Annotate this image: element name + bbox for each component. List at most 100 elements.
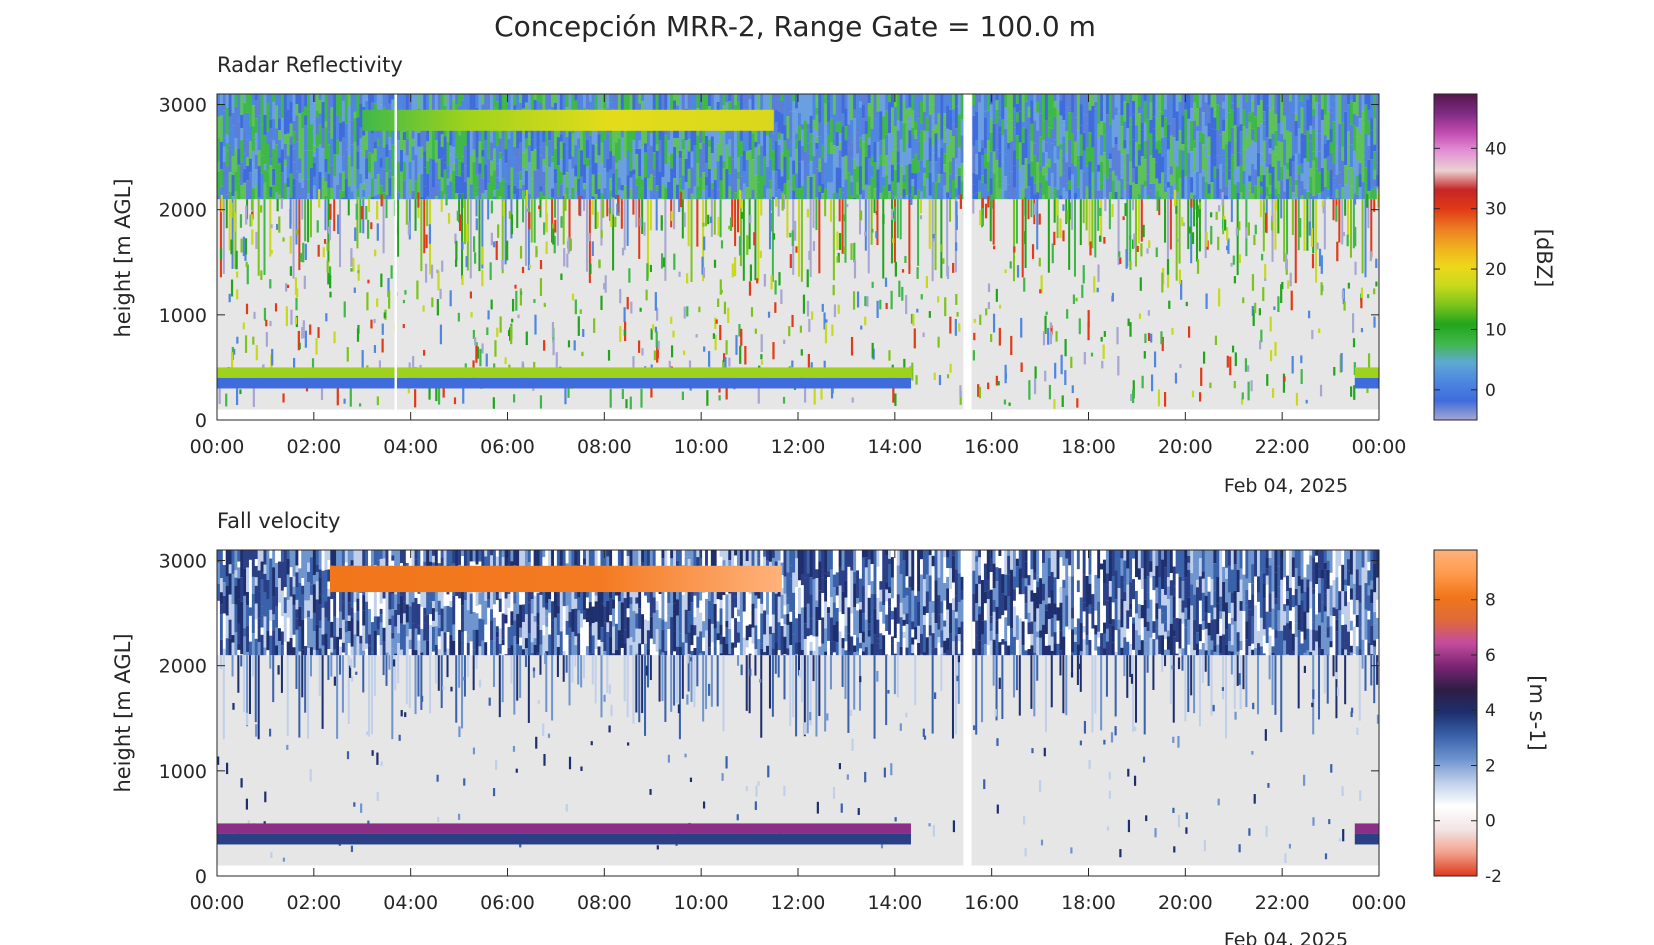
cloud-cell <box>635 603 639 614</box>
cloud-cell <box>1140 129 1144 157</box>
cloud-cell <box>920 123 924 131</box>
cloud-cell <box>1198 161 1203 174</box>
cloud-cell <box>568 627 572 639</box>
echo-speck <box>695 334 698 338</box>
cloud-cell <box>434 129 439 141</box>
echo-speck <box>1072 294 1076 304</box>
cloud-cell <box>524 614 529 639</box>
cloud-cell <box>463 146 468 166</box>
echo-speck <box>1087 321 1090 341</box>
precip-streak <box>638 199 641 259</box>
echo-speck <box>831 324 834 336</box>
cloud-cell <box>922 198 927 200</box>
cloud-cell <box>609 178 613 191</box>
echo-speck <box>958 323 961 332</box>
cloud-cell <box>873 141 877 162</box>
cloud-cell <box>347 155 351 187</box>
cloud-cell <box>806 123 810 130</box>
cloud-cell <box>533 149 537 171</box>
cloud-cell <box>1123 94 1127 101</box>
precip-streak <box>504 199 507 265</box>
cloud-cell <box>774 122 778 129</box>
cloud-cell <box>702 180 706 191</box>
cloud-cell <box>678 94 683 125</box>
cloud-cell <box>411 550 415 572</box>
echo-speck <box>772 233 776 240</box>
cloud-cell <box>318 144 322 172</box>
cloud-cell <box>850 142 854 159</box>
cloud-cell <box>405 604 410 623</box>
cloud-cell <box>716 611 720 622</box>
cloud-cell <box>495 189 500 200</box>
cloud-cell <box>1210 94 1214 108</box>
cloud-cell <box>713 167 717 181</box>
precip-streak <box>1140 199 1143 242</box>
cloud-cell <box>739 140 744 156</box>
cloud-cell <box>556 550 561 576</box>
cloud-cell <box>859 94 863 102</box>
cloud-cell <box>1123 101 1127 122</box>
precip-streak <box>786 199 789 238</box>
cloud-cell <box>920 130 924 161</box>
cloud-cell <box>1071 133 1075 164</box>
cloud-cell <box>681 165 685 176</box>
cloud-cell <box>783 140 787 157</box>
cloud-cell <box>867 145 871 159</box>
cloud-cell <box>481 550 485 573</box>
cloud-cell <box>591 623 595 636</box>
cloud-cell <box>737 179 741 200</box>
cloud-cell <box>1332 150 1336 165</box>
echo-speck <box>373 318 376 324</box>
cloud-cell <box>1323 94 1327 115</box>
cloud-cell <box>1100 94 1104 121</box>
cloud-cell <box>376 591 380 611</box>
cloud-cell <box>899 94 903 122</box>
cloud-cell <box>1134 184 1139 190</box>
cloud-cell <box>530 178 534 200</box>
cloud-cell <box>1094 102 1098 109</box>
cloud-cell <box>1294 121 1298 137</box>
echo-speck <box>670 345 674 358</box>
cloud-cell <box>559 141 563 160</box>
cloud-cell <box>443 652 447 656</box>
cloud-cell <box>1018 111 1022 143</box>
cloud-cell <box>1164 94 1168 110</box>
cloud-cell <box>800 160 805 186</box>
cloud-cell <box>789 111 793 140</box>
echo-speck <box>497 224 500 238</box>
cloud-cell <box>347 602 351 616</box>
cloud-cell <box>696 607 700 637</box>
cloud-cell <box>856 182 860 195</box>
cloud-cell <box>553 635 558 656</box>
cloud-cell <box>1169 166 1174 175</box>
cloud-cell <box>370 153 375 179</box>
cloud-cell <box>365 158 369 179</box>
cloud-cell <box>405 94 410 117</box>
echo-speck <box>739 345 742 364</box>
cloud-cell <box>501 550 505 558</box>
cloud-cell <box>452 116 456 148</box>
cloud-cell <box>617 160 622 178</box>
cloud-cell <box>1004 190 1008 199</box>
cloud-cell <box>1367 135 1371 146</box>
cloud-cell <box>498 612 502 629</box>
cloud-cell <box>1265 137 1269 168</box>
precip-streak <box>339 655 342 675</box>
echo-speck <box>1028 380 1031 400</box>
precip-streak <box>309 655 312 677</box>
echo-speck <box>910 313 914 324</box>
cloud-cell <box>809 161 813 177</box>
cloud-cell <box>501 639 505 646</box>
cloud-cell <box>623 94 627 110</box>
cloud-cell <box>1073 117 1078 142</box>
cloud-cell <box>330 621 334 638</box>
cloud-cell <box>1152 184 1156 199</box>
echo-speck <box>250 199 254 211</box>
precip-streak <box>635 655 638 713</box>
precip-streak <box>644 655 647 736</box>
band-upper-half <box>1354 367 1379 378</box>
cloud-cell <box>1027 94 1031 107</box>
echo-speck <box>439 324 443 345</box>
cloud-cell <box>821 144 825 158</box>
cloud-cell <box>795 188 799 198</box>
